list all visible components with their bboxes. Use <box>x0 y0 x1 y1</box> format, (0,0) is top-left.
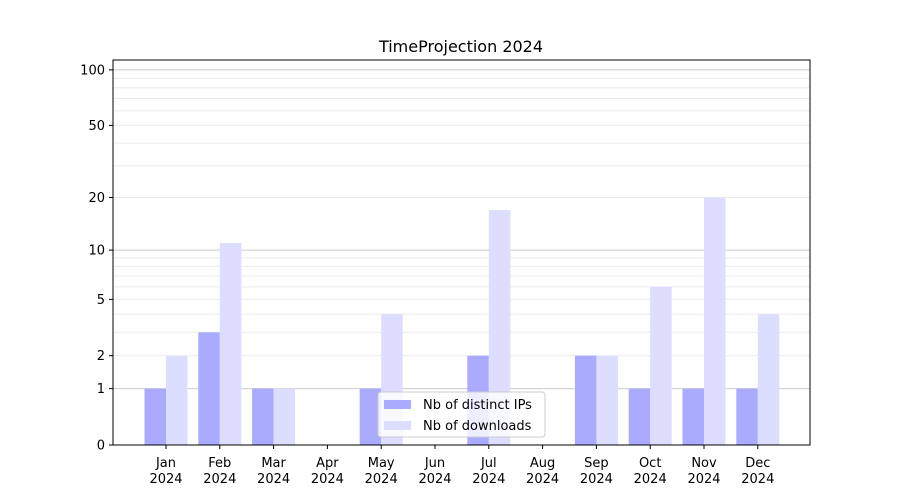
bar-distinct-ips <box>359 388 382 445</box>
x-tick-label: Nov 2024 <box>687 456 720 487</box>
bar-distinct-ips <box>682 388 704 445</box>
legend-swatch <box>384 400 411 409</box>
bar-downloads <box>273 388 296 445</box>
y-tick-label: 50 <box>88 119 105 134</box>
bar-downloads <box>488 210 511 445</box>
chart-title: TimeProjection 2024 <box>378 37 543 56</box>
x-tick-label: Jul 2024 <box>472 456 505 487</box>
bar-downloads <box>596 355 618 445</box>
bar-downloads <box>704 197 726 445</box>
x-tick-label: Jan 2024 <box>149 456 182 487</box>
y-tick-label: 100 <box>80 63 105 78</box>
bar-downloads <box>166 355 188 445</box>
y-tick-label: 0 <box>97 439 105 454</box>
bar-distinct-ips <box>252 388 274 445</box>
y-tick-label: 10 <box>88 244 105 259</box>
bar-distinct-ips <box>144 388 166 445</box>
bar-distinct-ips <box>574 355 597 445</box>
x-tick-label: Sep 2024 <box>580 456 613 487</box>
x-tick-label: May 2024 <box>365 456 398 487</box>
bar-downloads <box>650 286 672 445</box>
plot-frame <box>112 59 811 446</box>
x-tick-label: Jun 2024 <box>418 456 451 487</box>
legend-label: Nb of distinct IPs <box>423 398 532 413</box>
bar-distinct-ips <box>198 332 220 445</box>
bar-distinct-ips <box>628 388 651 445</box>
bar-distinct-ips <box>736 388 758 445</box>
x-tick-label: Aug 2024 <box>526 456 559 487</box>
y-tick-label: 2 <box>97 349 105 364</box>
y-tick-label: 5 <box>97 293 105 308</box>
x-tick-label: Dec 2024 <box>741 456 774 487</box>
bar-downloads <box>757 314 780 445</box>
bar-downloads <box>219 243 242 445</box>
x-tick-label: Mar 2024 <box>257 456 290 487</box>
legend-box <box>377 391 546 438</box>
legend-swatch <box>384 421 411 430</box>
y-tick-label: 20 <box>88 191 105 206</box>
legend: Nb of distinct IPs Nb of downloads <box>377 391 546 438</box>
x-tick-label: Oct 2024 <box>634 456 667 487</box>
y-tick-label: 1 <box>97 382 105 397</box>
x-tick-label: Feb 2024 <box>203 456 236 487</box>
x-tick-label: Apr 2024 <box>311 456 344 487</box>
legend-label: Nb of downloads <box>423 419 532 434</box>
